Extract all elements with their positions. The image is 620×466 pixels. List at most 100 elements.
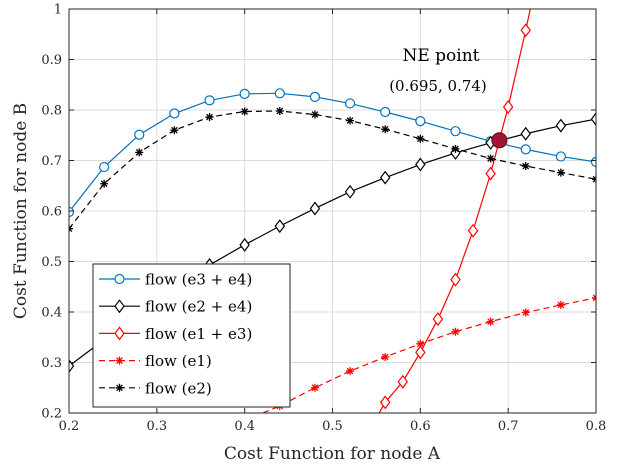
data-point	[521, 162, 530, 171]
legend-marker	[115, 383, 124, 392]
legend-marker	[115, 356, 124, 365]
legend-item: flow (e3 + e4)	[99, 271, 252, 289]
legend-label: flow (e1)	[145, 352, 212, 370]
data-point	[590, 112, 596, 127]
data-point	[381, 352, 390, 361]
data-point	[346, 116, 355, 125]
data-point	[520, 144, 531, 155]
data-point	[310, 110, 319, 119]
data-point	[415, 157, 426, 172]
data-point	[69, 206, 75, 218]
x-tick-label: 0.7	[498, 419, 519, 434]
data-point	[69, 359, 75, 374]
data-point	[169, 108, 180, 119]
legend-label: flow (e3 + e4)	[145, 271, 252, 289]
legend-marker	[114, 326, 125, 341]
legend: flow (e3 + e4) flow (e2 + e4) flow (e1 + e…	[92, 263, 291, 408]
legend-label: flow (e2 + e4)	[145, 298, 252, 316]
x-tick-label: 0.5	[322, 419, 343, 434]
data-point	[240, 107, 249, 116]
data-point	[416, 339, 425, 348]
ticks: 0.2 0.3 0.4 0.5 0.6 0.7 0.8 0.2 0.3 0.4 0.5 0.6 0.7 0…	[41, 3, 606, 435]
legend-box	[92, 263, 291, 408]
legend-marker	[114, 299, 125, 314]
data-point	[432, 312, 444, 327]
y-tick-label: 0.7	[41, 154, 62, 169]
data-point	[590, 156, 596, 168]
data-point	[502, 99, 514, 114]
x-tick-label: 0.6	[410, 419, 431, 434]
data-point	[239, 88, 250, 99]
series-flow-e1-e3	[363, 9, 531, 439]
data-point	[100, 179, 109, 188]
data-point	[346, 367, 355, 376]
data-point	[99, 161, 110, 173]
data-point	[485, 166, 496, 181]
data-point	[555, 118, 567, 133]
data-point	[379, 395, 391, 410]
data-point	[415, 345, 426, 360]
legend-item: flow (e2 + e4)	[99, 298, 252, 316]
data-point	[486, 317, 495, 326]
ne-point-title: NE point	[402, 46, 479, 66]
data-point	[381, 125, 390, 134]
series-line	[69, 92, 596, 213]
legend-item: flow (e1)	[99, 352, 212, 370]
ne-point-marker	[491, 132, 508, 149]
data-point	[344, 98, 356, 109]
ne-point-coords: (0.695, 0.74)	[389, 77, 487, 95]
data-point	[520, 126, 531, 141]
y-tick-label: 0.6	[41, 205, 62, 220]
data-point	[135, 148, 144, 157]
data-point	[170, 126, 179, 135]
data-point	[450, 145, 461, 160]
x-tick-label: 0.3	[146, 419, 167, 434]
x-tick-label: 0.4	[234, 419, 255, 434]
data-point	[521, 308, 530, 317]
series-line	[69, 110, 596, 230]
y-tick-label: 0.2	[41, 407, 62, 422]
data-point	[134, 129, 145, 140]
series-flow-e2	[69, 107, 596, 233]
x-tick-label: 0.8	[586, 419, 607, 434]
data-point	[309, 91, 321, 102]
legend-items: flow (e3 + e4) flow (e2 + e4) flow (e1 + e…	[99, 271, 252, 397]
data-point	[380, 106, 391, 118]
data-point	[274, 219, 286, 234]
y-tick-label: 0.9	[41, 53, 62, 68]
legend-label: flow (e2)	[145, 379, 212, 397]
data-point	[451, 327, 460, 336]
data-point	[309, 201, 321, 216]
x-tick-label: 0.2	[59, 419, 80, 434]
legend-marker	[114, 273, 125, 285]
data-point	[239, 237, 250, 252]
data-point	[416, 134, 425, 143]
y-axis-title: Cost Function for node B	[11, 103, 31, 319]
legend-item: flow (e1 + e3)	[99, 325, 252, 343]
y-tick-label: 0.3	[41, 356, 62, 371]
series-flow-e3-e4	[69, 88, 596, 218]
data-point	[397, 374, 409, 389]
data-point	[555, 151, 566, 162]
data-point	[467, 223, 479, 238]
data-point	[520, 23, 531, 38]
data-point	[204, 95, 215, 106]
data-point	[486, 154, 495, 163]
data-point	[450, 272, 461, 287]
data-point	[556, 300, 565, 309]
data-point	[363, 427, 372, 439]
y-tick-label: 0.8	[41, 104, 62, 119]
legend-label: flow (e1 + e3)	[145, 325, 252, 343]
data-point	[275, 107, 284, 116]
legend-item: flow (e2)	[99, 379, 212, 397]
y-tick-label: 0.5	[41, 255, 62, 270]
data-point	[556, 168, 565, 177]
data-point	[450, 126, 461, 137]
data-point	[379, 170, 391, 185]
y-tick-label: 0.4	[41, 306, 62, 321]
data-point	[274, 88, 285, 99]
data-point	[205, 113, 214, 122]
y-tick-label: 1	[54, 3, 62, 18]
data-point	[344, 184, 356, 199]
